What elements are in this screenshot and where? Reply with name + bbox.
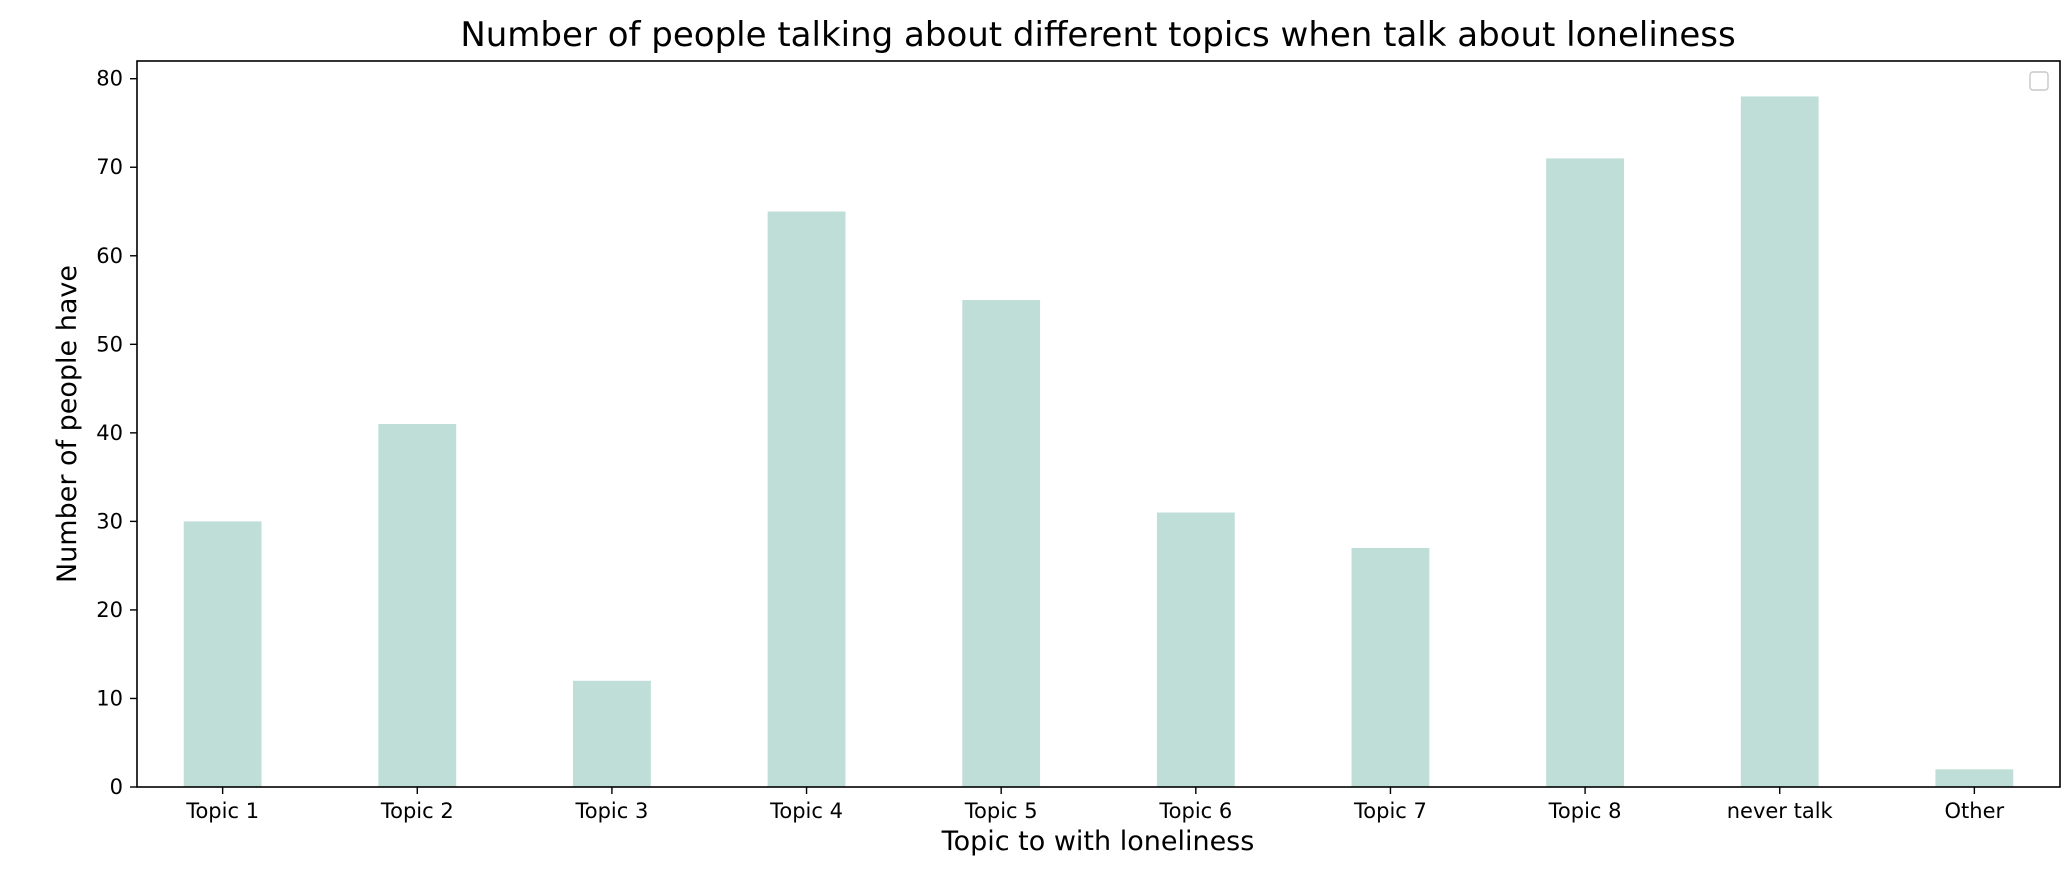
bar-topic-8: [1546, 158, 1625, 787]
y-tick-label: 30: [96, 509, 123, 533]
bar-topic-1: [183, 521, 262, 787]
y-tick-label: 40: [96, 421, 123, 445]
x-axis: Topic 1 Topic 2 Topic 3 Topic 4 Topic 5 Topic…: [185, 787, 2005, 823]
y-tick-label: 0: [110, 775, 123, 799]
legend-box: [2029, 71, 2049, 91]
y-tick-label: 70: [96, 155, 123, 179]
x-tick-label: Topic 8: [1548, 799, 1622, 823]
x-tick-label: Topic 5: [964, 799, 1038, 823]
bar-topic-2: [378, 424, 457, 787]
x-tick-label: Topic 6: [1158, 799, 1232, 823]
x-tick-label: never talk: [1727, 799, 1834, 823]
x-tick-label: Topic 2: [380, 799, 454, 823]
plot-frame: [136, 60, 2061, 788]
x-axis-label: Topic to with loneliness: [941, 826, 1255, 857]
y-tick-label: 60: [96, 244, 123, 268]
x-tick-label: Other: [1945, 799, 2005, 823]
x-tick-label: Topic 4: [769, 799, 843, 823]
bars-layer: [183, 96, 2014, 787]
bar-other: [1935, 769, 2014, 787]
bar-never-talk: [1740, 96, 1819, 787]
bar-topic-6: [1156, 512, 1235, 787]
x-tick-label: Topic 1: [185, 799, 259, 823]
bar-topic-7: [1351, 547, 1430, 787]
y-axis-label: Number of people have: [52, 265, 83, 583]
bar-topic-4: [767, 211, 846, 787]
y-tick-label: 50: [96, 332, 123, 356]
bar-topic-3: [572, 680, 651, 787]
y-tick-label: 80: [96, 67, 123, 91]
x-tick-label: Topic 7: [1353, 799, 1427, 823]
bar-topic-5: [962, 300, 1041, 787]
y-axis: 0 10 20 30 40 50 60 70 80: [96, 67, 137, 799]
x-tick-label: Topic 3: [574, 799, 648, 823]
y-tick-label: 10: [96, 686, 123, 710]
y-tick-label: 20: [96, 598, 123, 622]
chart-title: Number of people talking about different…: [460, 15, 1735, 55]
